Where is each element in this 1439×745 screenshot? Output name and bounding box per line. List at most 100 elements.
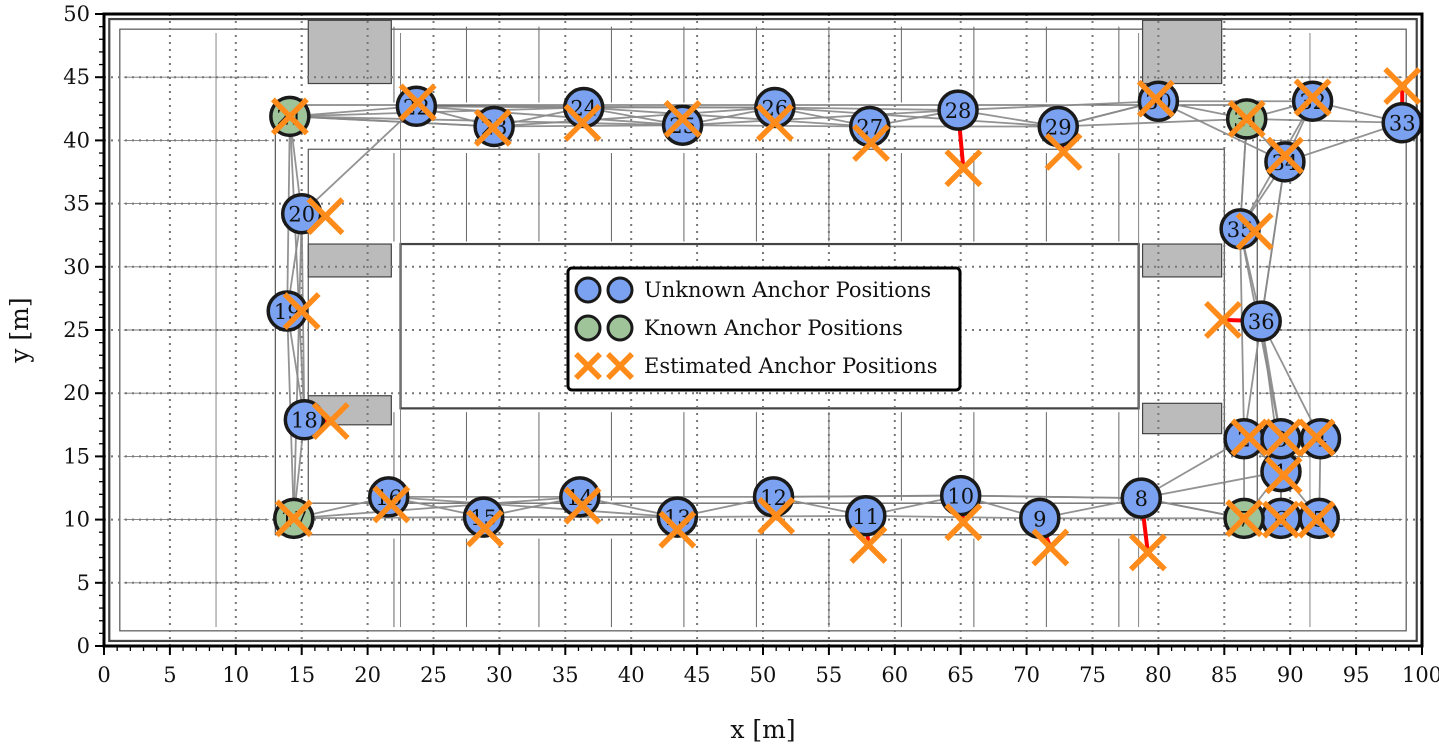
x-tick-label: 85 (1211, 663, 1238, 687)
link-line (682, 109, 959, 127)
x-tick-label: 35 (552, 663, 579, 687)
cross-stroke (663, 99, 702, 138)
x-tick-label: 25 (420, 663, 447, 687)
cross-stroke (1293, 78, 1332, 117)
y-tick-label: 0 (77, 634, 90, 658)
x-tick-label: 70 (1013, 663, 1040, 687)
estimate-13 (658, 510, 697, 549)
cross-stroke (1264, 418, 1303, 457)
cross-stroke (1128, 533, 1167, 572)
estimate-33 (1383, 67, 1422, 105)
cross-stroke (282, 292, 321, 330)
estimate-18 (311, 402, 350, 440)
estimate-3 (1264, 418, 1303, 457)
estimate-11 (849, 525, 888, 564)
estimate-9 (1031, 528, 1070, 567)
x-tick-label: 30 (486, 663, 513, 687)
x-axis-ticks: 0 5 10 15 20 25 30 35 40 45 50 55 60 65 70 75 80 85 90 95 10… (97, 646, 1439, 687)
estimate-27 (852, 123, 891, 162)
anchor-label-20: 20 (288, 203, 315, 227)
anchor-label-33: 33 (1389, 112, 1416, 136)
estimate-15 (465, 509, 504, 548)
legend-marker-0 (606, 276, 634, 304)
y-tick-label: 20 (63, 381, 90, 405)
anchor-36 (1240, 300, 1282, 342)
link-line (865, 514, 1040, 520)
cross-stroke (1230, 418, 1269, 457)
link-line (301, 105, 417, 215)
estimate-4 (1297, 418, 1336, 457)
estimate-17 (274, 499, 313, 538)
y-tick-label: 50 (63, 2, 90, 26)
cross-stroke (658, 510, 697, 549)
stair-block (1141, 402, 1223, 435)
x-axis-label: x [m] (730, 715, 795, 744)
x-tick-label: 0 (97, 663, 110, 687)
link-line (1260, 161, 1286, 322)
link-line (416, 105, 683, 127)
cross-stroke (563, 486, 602, 525)
anchor-14 (559, 476, 601, 518)
link-line (1141, 470, 1282, 499)
anchor-label-18: 18 (291, 409, 318, 433)
anchor-label-9: 9 (1033, 507, 1046, 531)
anchor-34 (1264, 141, 1306, 183)
cross-stroke (757, 496, 796, 535)
x-tick-label: 60 (881, 663, 908, 687)
x-tick-label: 95 (1343, 663, 1370, 687)
estimate-10 (944, 503, 983, 542)
cross-stroke (1383, 67, 1422, 105)
cross-stroke (852, 123, 891, 162)
cross-stroke (1235, 212, 1274, 251)
estimate-30 (1136, 79, 1175, 118)
cross-stroke (563, 103, 602, 142)
cross-stroke (311, 402, 350, 440)
x-tick-label: 65 (947, 663, 974, 687)
cross-stroke (755, 103, 794, 142)
x-tick-label: 45 (684, 663, 711, 687)
link-line (960, 494, 1142, 500)
legend-entry-known: Known Anchor Positions (644, 316, 903, 340)
cross-stroke (849, 525, 888, 564)
outer-wall (108, 17, 1418, 643)
legend-entry-unknown: Unknown Anchor Positions (644, 278, 931, 302)
anchor-label-10: 10 (947, 485, 974, 509)
estimate-29 (1044, 132, 1083, 171)
estimate-5 (1297, 500, 1336, 539)
estimate-8 (1128, 533, 1167, 572)
estimate-19 (282, 292, 321, 330)
link-line (292, 213, 303, 519)
estimate-6 (1262, 500, 1300, 539)
estimate-28 (944, 149, 983, 188)
x-tick-label: 50 (750, 663, 777, 687)
cross-stroke (944, 149, 983, 188)
estimate-26 (755, 103, 794, 142)
x-tick-label: 90 (1277, 663, 1304, 687)
estimate-21 (270, 97, 309, 136)
link-line (1058, 118, 1247, 128)
stair-block (1141, 19, 1223, 85)
link-line (958, 100, 1159, 111)
estimate-24 (563, 103, 602, 142)
cross-stroke (270, 97, 309, 136)
anchor-8 (1120, 477, 1163, 519)
cross-stroke (1262, 500, 1300, 539)
estimate-25 (663, 99, 702, 138)
anchor-13 (656, 496, 699, 538)
y-axis-ticks: 0 5 10 15 20 25 30 35 40 45 50 (63, 2, 104, 658)
y-tick-label: 15 (63, 444, 90, 468)
y-tick-label: 5 (77, 571, 90, 595)
cross-stroke (574, 352, 602, 380)
cross-stroke (1031, 528, 1070, 567)
estimate-35 (1235, 212, 1274, 251)
estimate-34 (1265, 136, 1304, 175)
legend-box (566, 266, 962, 392)
anchor-10 (939, 474, 982, 517)
x-tick-label: 100 (1402, 663, 1439, 687)
legend: Unknown Anchor Positions Known Anchor Po… (566, 266, 962, 392)
estimate-16 (372, 485, 411, 524)
link-line (1260, 320, 1322, 440)
link-line (289, 105, 417, 118)
anchor-label-8: 8 (1135, 487, 1148, 511)
